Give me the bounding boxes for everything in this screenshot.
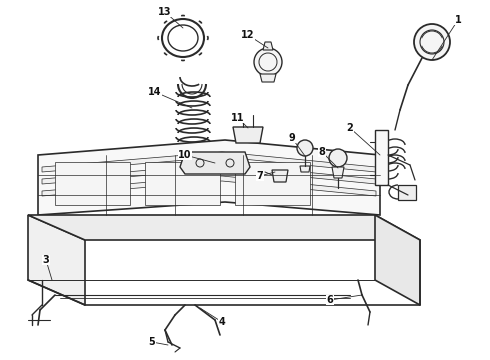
Circle shape xyxy=(329,149,347,167)
Polygon shape xyxy=(233,127,263,143)
Polygon shape xyxy=(28,215,85,305)
Polygon shape xyxy=(42,176,376,196)
Polygon shape xyxy=(42,152,376,172)
Polygon shape xyxy=(145,162,220,205)
Text: 4: 4 xyxy=(219,317,225,327)
Polygon shape xyxy=(263,42,273,50)
Text: 8: 8 xyxy=(318,147,325,157)
Text: 2: 2 xyxy=(346,123,353,133)
Text: 1: 1 xyxy=(455,15,462,25)
Polygon shape xyxy=(55,162,130,205)
Polygon shape xyxy=(28,215,420,240)
Text: 13: 13 xyxy=(158,7,172,17)
Text: 3: 3 xyxy=(43,255,49,265)
Polygon shape xyxy=(398,185,416,200)
Polygon shape xyxy=(260,74,276,82)
Polygon shape xyxy=(375,130,388,185)
Polygon shape xyxy=(42,164,376,184)
Text: 5: 5 xyxy=(148,337,155,347)
Polygon shape xyxy=(300,166,310,172)
Text: 7: 7 xyxy=(257,171,264,181)
Polygon shape xyxy=(235,162,310,205)
Circle shape xyxy=(414,24,450,60)
Text: 10: 10 xyxy=(178,150,192,160)
Text: 12: 12 xyxy=(241,30,255,40)
Polygon shape xyxy=(332,167,344,178)
Text: 6: 6 xyxy=(327,295,333,305)
Polygon shape xyxy=(272,170,288,182)
Polygon shape xyxy=(180,152,250,174)
Text: 9: 9 xyxy=(289,133,295,143)
Text: 14: 14 xyxy=(148,87,162,97)
Polygon shape xyxy=(375,215,420,305)
Circle shape xyxy=(297,140,313,156)
Circle shape xyxy=(254,48,282,76)
Polygon shape xyxy=(38,140,380,215)
Text: 11: 11 xyxy=(231,113,245,123)
